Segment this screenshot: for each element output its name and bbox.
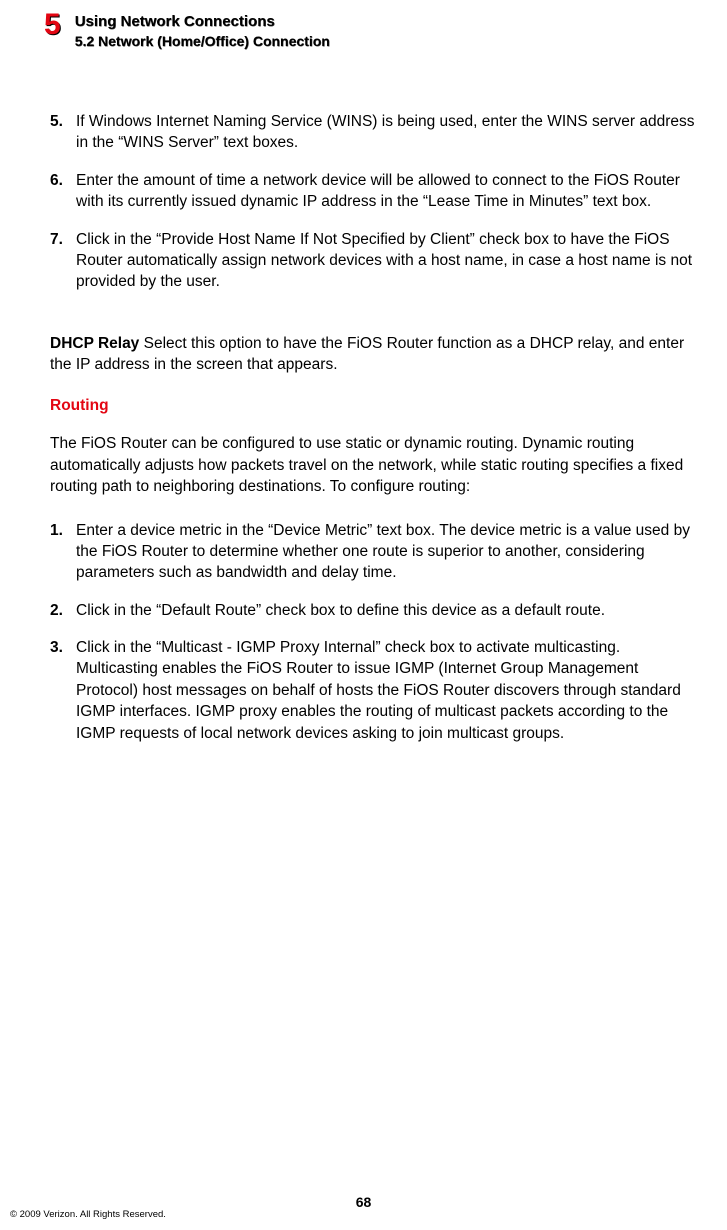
dhcp-relay-label: DHCP Relay [50, 335, 139, 352]
copyright-text: © 2009 Verizon. All Rights Reserved. [10, 1209, 166, 1220]
list-number: 2. [50, 600, 76, 621]
header-text-block: Using Network Connections 5.2 Network (H… [75, 10, 330, 51]
list-text: Enter a device metric in the “Device Met… [76, 520, 699, 584]
list-item: 7. Click in the “Provide Host Name If No… [50, 229, 699, 293]
chapter-title: Using Network Connections [75, 12, 330, 32]
list-number: 7. [50, 229, 76, 293]
section-title: 5.2 Network (Home/Office) Connection [75, 32, 330, 52]
chapter-number: 5 [44, 10, 61, 40]
page-content: 5. If Windows Internet Naming Service (W… [0, 51, 727, 744]
list-text: If Windows Internet Naming Service (WINS… [76, 111, 699, 154]
page-number: 68 [356, 1194, 372, 1210]
list-item: 6. Enter the amount of time a network de… [50, 170, 699, 213]
list-text: Click in the “Provide Host Name If Not S… [76, 229, 699, 293]
steps-list-1: 5. If Windows Internet Naming Service (W… [50, 111, 699, 293]
list-number: 6. [50, 170, 76, 213]
list-number: 1. [50, 520, 76, 584]
routing-heading: Routing [50, 397, 699, 415]
routing-intro: The FiOS Router can be configured to use… [50, 433, 699, 497]
list-number: 5. [50, 111, 76, 154]
page-header: 5 Using Network Connections 5.2 Network … [0, 0, 727, 51]
list-text: Enter the amount of time a network devic… [76, 170, 699, 213]
dhcp-relay-text: Select this option to have the FiOS Rout… [50, 335, 684, 373]
list-text: Click in the “Default Route” check box t… [76, 600, 699, 621]
list-item: 5. If Windows Internet Naming Service (W… [50, 111, 699, 154]
list-item: 3. Click in the “Multicast - IGMP Proxy … [50, 637, 699, 744]
list-number: 3. [50, 637, 76, 744]
list-item: 1. Enter a device metric in the “Device … [50, 520, 699, 584]
dhcp-relay-paragraph: DHCP Relay Select this option to have th… [50, 333, 699, 376]
list-text: Click in the “Multicast - IGMP Proxy Int… [76, 637, 699, 744]
list-item: 2. Click in the “Default Route” check bo… [50, 600, 699, 621]
steps-list-2: 1. Enter a device metric in the “Device … [50, 520, 699, 744]
